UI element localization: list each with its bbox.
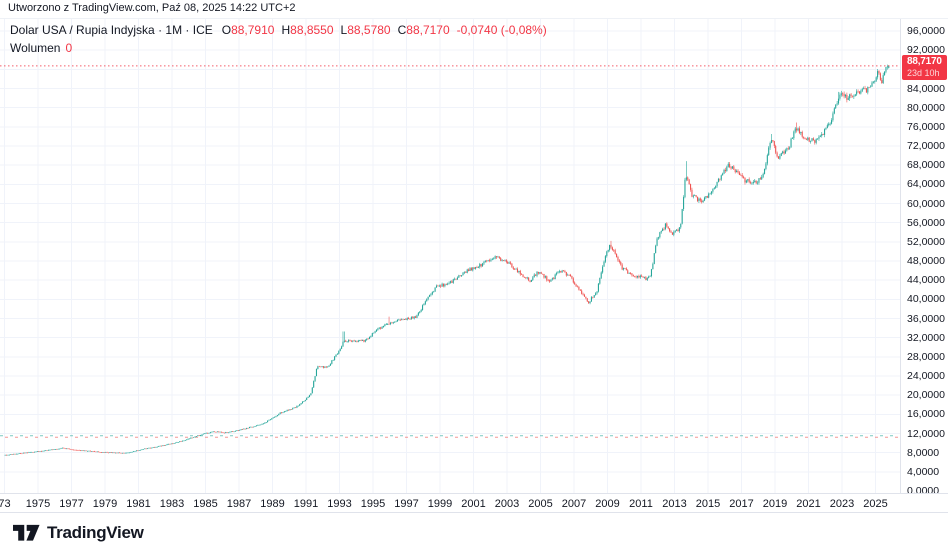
time-axis-label: 1993: [327, 498, 352, 510]
time-axis-label: 2025: [863, 498, 888, 510]
time-axis-label: 1989: [260, 498, 285, 510]
time-axis[interactable]: 73 1975 1977 1979 1981 1983 1985 1987 1989 1991 19…: [0, 493, 948, 513]
price-axis-label: 36,0000: [907, 312, 945, 325]
time-axis-label: 2013: [662, 498, 687, 510]
price-axis-label: 72,0000: [907, 140, 945, 152]
time-axis-label: 1995: [360, 498, 386, 510]
brand-name: TradingView: [47, 523, 144, 542]
price-axis-label: 20,0000: [907, 389, 945, 402]
chart-pane: Dolar USA / Rupia Indyjska · 1M · ICE O8…: [0, 18, 948, 497]
last-price-badge: 88,7170 23d 10h: [902, 54, 947, 80]
volume-label: Wolumen: [10, 41, 61, 55]
time-axis-label: 1979: [92, 498, 118, 510]
time-axis-label: 1985: [193, 498, 218, 510]
time-axis-label: 1983: [159, 498, 185, 510]
time-axis-label: 2007: [561, 498, 587, 510]
symbol-legend: Dolar USA / Rupia Indyjska · 1M · ICE O8…: [10, 23, 547, 55]
tradingview-logo[interactable]: TradingView: [13, 523, 144, 543]
candles[interactable]: [4, 64, 890, 456]
time-axis-label: 1981: [126, 498, 151, 510]
time-axis-label: 1991: [293, 498, 319, 510]
price-axis-label: 12,0000: [907, 427, 945, 440]
price-axis-label: 44,0000: [907, 274, 945, 287]
time-axis-label: 2011: [629, 498, 653, 510]
price-axis-label: 52,0000: [907, 235, 945, 248]
volume-value: 0: [65, 41, 73, 55]
time-axis-label: 2005: [528, 498, 553, 510]
symbol-title: Dolar USA / Rupia Indyjska · 1M · ICE: [10, 23, 213, 37]
price-axis-label: 84,0000: [907, 82, 945, 95]
ohlc-c: C88,7170: [397, 23, 450, 37]
price-axis-label: 40,0000: [907, 293, 945, 306]
bid-ask-lines: [0, 435, 900, 438]
price-axis[interactable]: 88,7170 23d 10h 96,0000 92,0000 84,0000 80,…: [900, 19, 948, 497]
bar-countdown: 23d 10h: [907, 67, 940, 78]
ohlc-values: O88,7910 H88,8550 L88,5780 C88,7170: [222, 23, 457, 37]
time-axis-label: 2009: [595, 498, 620, 510]
change-value: -0,0740 (-0,08%): [456, 23, 547, 37]
price-axis-label: 60,0000: [907, 197, 945, 210]
price-axis-label: 28,0000: [907, 350, 945, 363]
attribution-bar: Utworzono z TradingView.com, Paź 08, 202…: [0, 0, 948, 18]
time-axis-label: 1999: [427, 498, 453, 510]
price-axis-label: 4,0000: [907, 465, 940, 478]
tradingview-logo-icon: [13, 524, 40, 541]
time-axis-label: 1987: [226, 498, 252, 510]
time-axis-label: 1997: [394, 498, 419, 510]
time-axis-label: 2021: [796, 498, 821, 510]
time-axis-label: 2015: [695, 498, 721, 510]
time-axis-label: 2001: [461, 498, 486, 510]
time-axis-label: 2017: [729, 498, 754, 510]
footer-bar: TradingView: [0, 515, 948, 551]
ohlc-h: H88,8550: [281, 23, 334, 37]
grid-lines: [0, 19, 900, 494]
price-axis-label: 76,0000: [907, 120, 945, 133]
price-axis-label: 96,0000: [907, 25, 945, 37]
attribution-text: Utworzono z TradingView.com, Paź 08, 202…: [8, 2, 296, 14]
time-axis-label: 1977: [59, 498, 84, 510]
price-axis-label: 64,0000: [907, 178, 945, 191]
last-price-value: 88,7170: [907, 55, 942, 67]
time-axis-label: 2023: [829, 498, 855, 510]
price-axis-label: 8,0000: [907, 446, 940, 459]
price-axis-label: 32,0000: [907, 331, 945, 344]
price-axis-label: 80,0000: [907, 101, 945, 114]
ohlc-o: O88,7910: [221, 23, 275, 37]
time-axis-label: 2003: [494, 498, 520, 510]
ohlc-l: L88,5780: [340, 23, 391, 37]
price-axis-label: 56,0000: [907, 216, 945, 229]
time-axis-label: 2019: [762, 498, 788, 510]
price-axis-label: 16,0000: [907, 408, 945, 421]
price-axis-label: 24,0000: [907, 370, 945, 382]
legend-row-volume: Wolumen 0: [10, 41, 547, 55]
time-axis-label: 73: [0, 498, 11, 510]
price-axis-label: 92,0000: [907, 44, 945, 57]
price-axis-label: 48,0000: [907, 255, 945, 267]
price-chart-canvas[interactable]: [0, 19, 900, 494]
time-axis-label: 1975: [25, 498, 51, 510]
legend-row-main: Dolar USA / Rupia Indyjska · 1M · ICE O8…: [10, 23, 547, 37]
price-axis-label: 68,0000: [907, 159, 945, 172]
